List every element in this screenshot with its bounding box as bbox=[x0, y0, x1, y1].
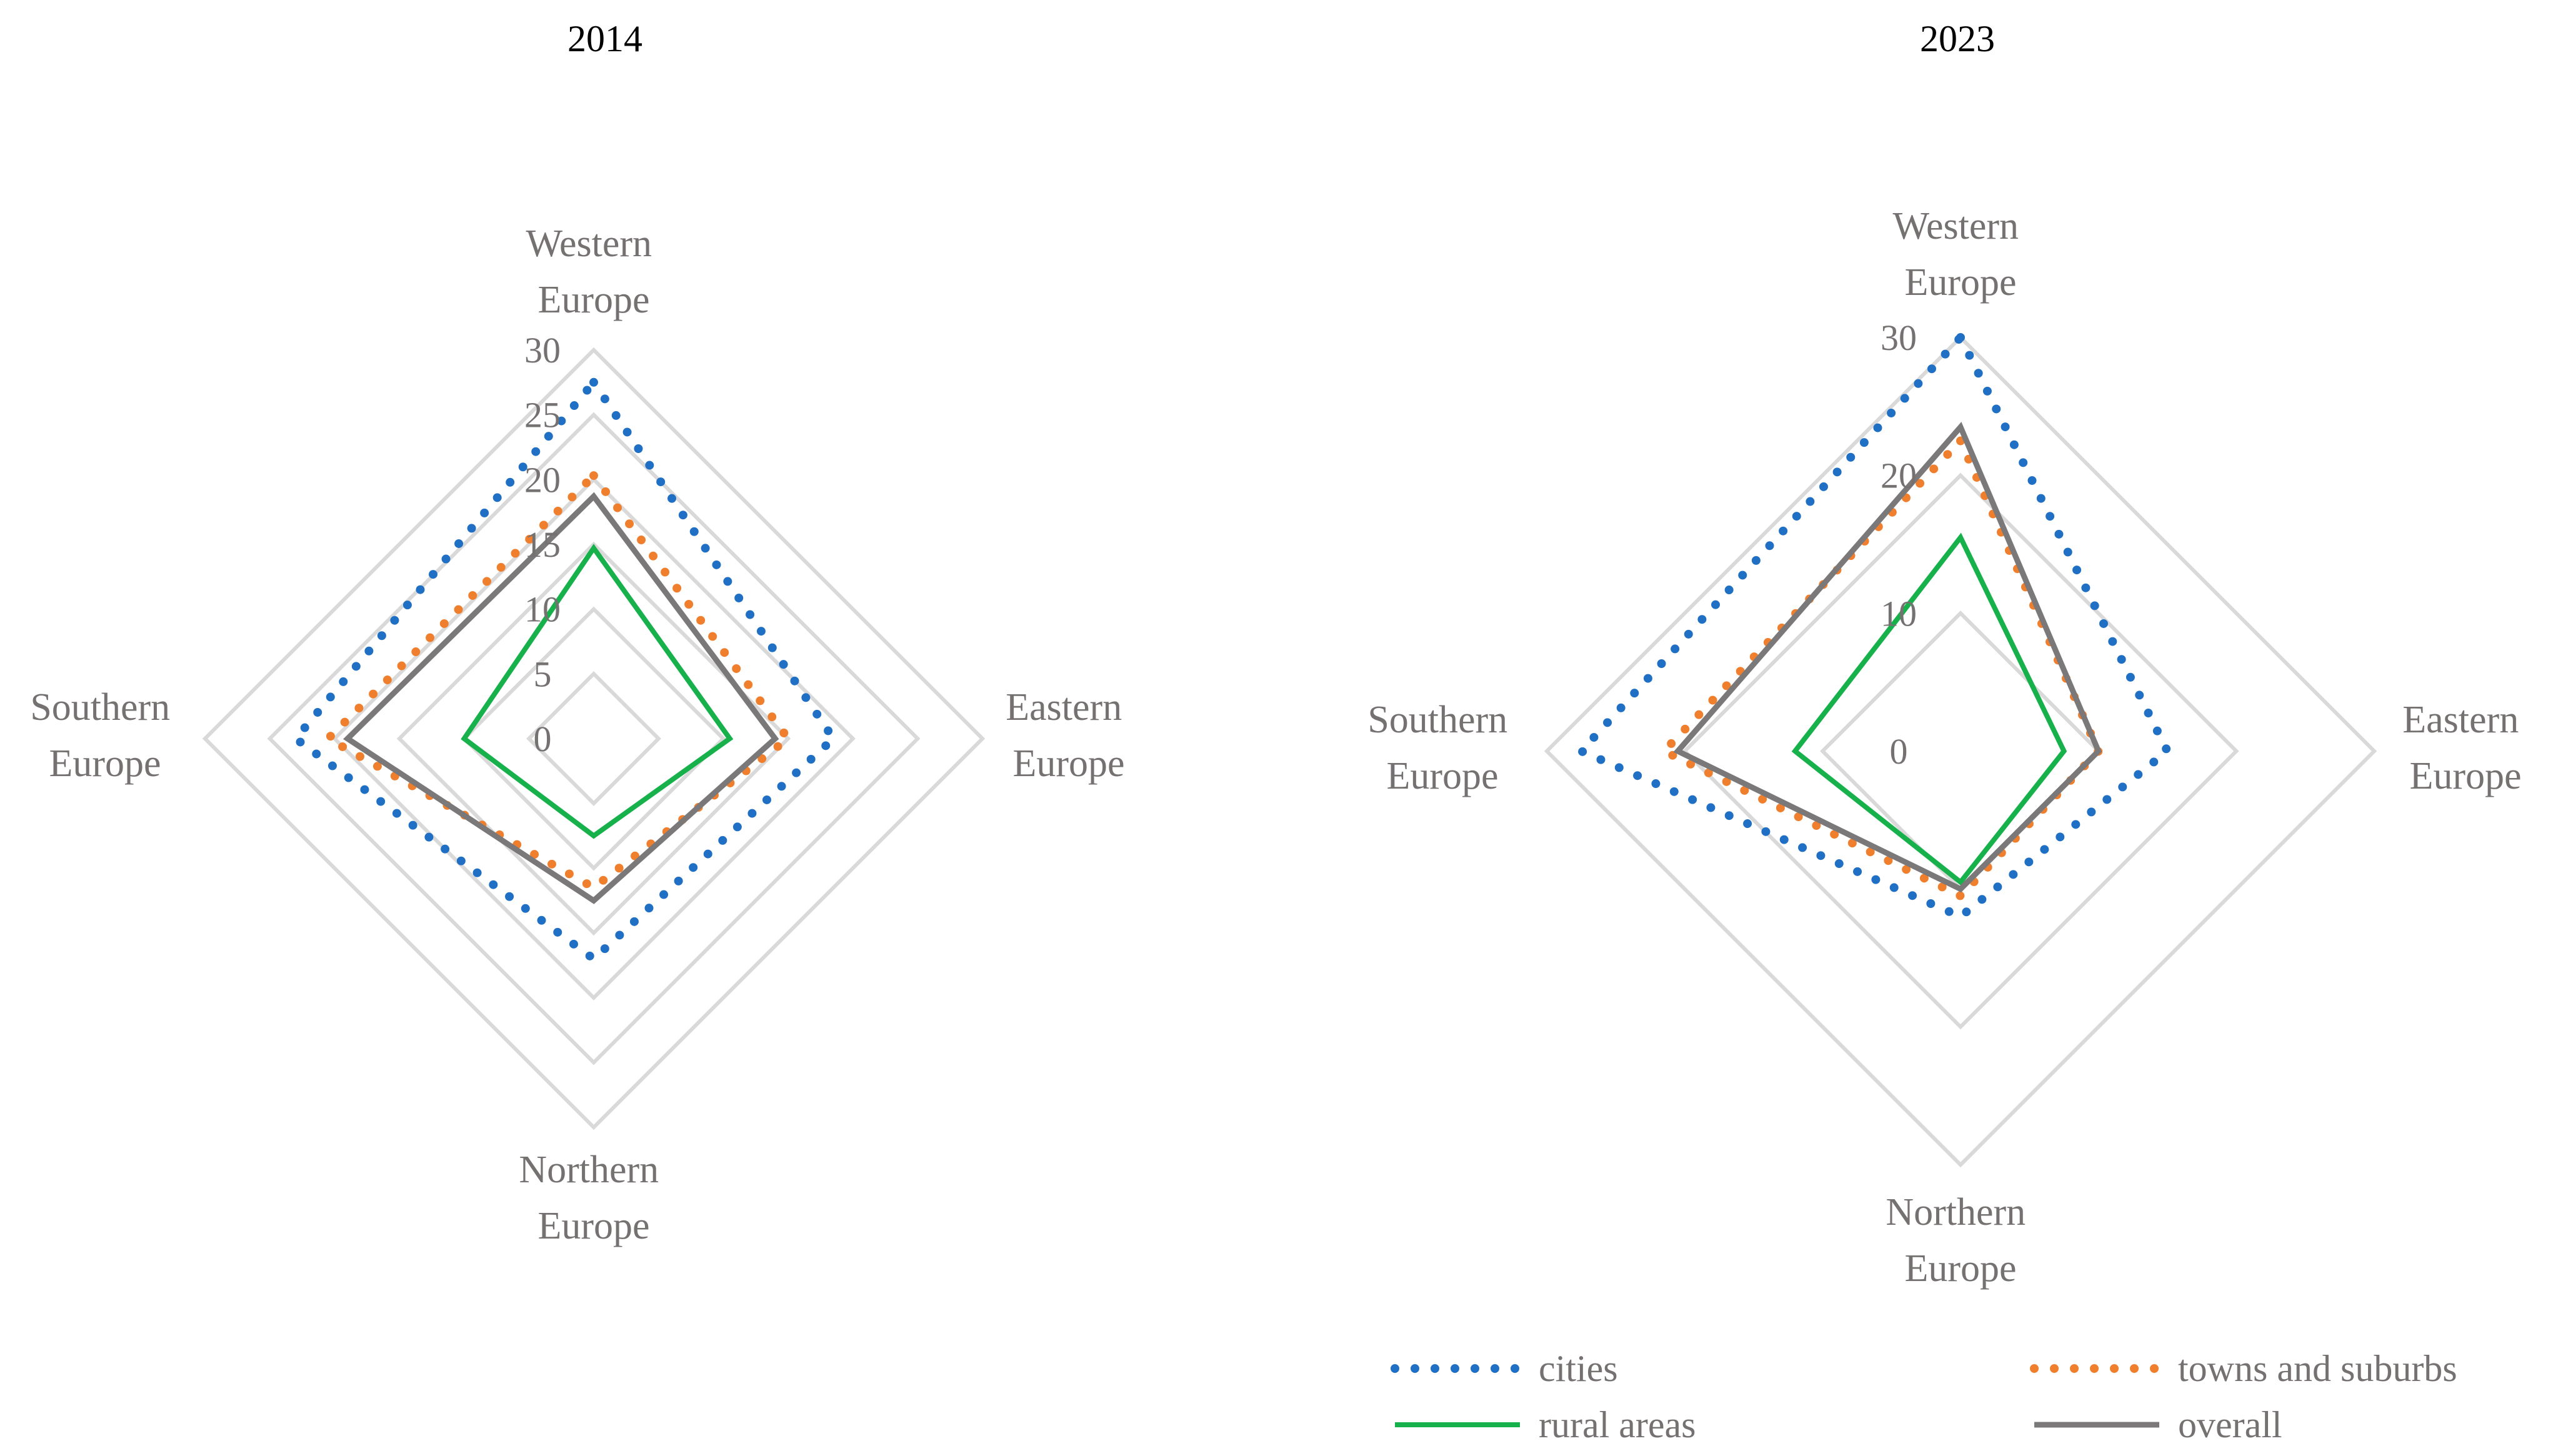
tick-label: 0 bbox=[1890, 731, 1908, 772]
legend-item-rural-areas: rural areas bbox=[1395, 1404, 1696, 1445]
axis-label-northern: Northern Europe bbox=[519, 1149, 668, 1247]
series-overall bbox=[342, 492, 779, 904]
series-layer bbox=[1574, 329, 2173, 922]
axis-label-line: Europe bbox=[2409, 755, 2521, 797]
axis-label-line: Europe bbox=[1904, 1247, 2016, 1290]
axis-label-line: Western bbox=[526, 222, 652, 265]
axis-label-eastern: Eastern Europe bbox=[1006, 686, 1131, 785]
axis-label-line: Europe bbox=[537, 279, 649, 321]
grid-ring bbox=[202, 347, 986, 1130]
chart-title: 2023 bbox=[1920, 18, 1995, 59]
axis-label-line: Europe bbox=[1012, 742, 1124, 785]
axis-label-northern: Northern Europe bbox=[1886, 1191, 2035, 1290]
axis-label-line: Southern bbox=[1367, 699, 1507, 741]
tick-label: 20 bbox=[524, 459, 561, 500]
series-rural-areas bbox=[461, 544, 734, 839]
axis-label-eastern: Eastern Europe bbox=[2402, 699, 2528, 797]
tick-label: 30 bbox=[524, 330, 561, 371]
legend-item-cities: cities bbox=[1391, 1348, 1618, 1389]
axis-label-line: Europe bbox=[1904, 261, 2016, 304]
axis-label-line: Southern bbox=[30, 686, 170, 729]
tick-label: 10 bbox=[524, 589, 561, 630]
tick-label: 30 bbox=[1881, 317, 1917, 358]
legend-item-overall: overall bbox=[2034, 1404, 2282, 1445]
legend-label-rural-areas: rural areas bbox=[1539, 1404, 1696, 1445]
axis-label-line: Europe bbox=[1386, 755, 1498, 797]
series-rural-areas bbox=[1791, 532, 2067, 886]
series-towns-and-suburbs bbox=[321, 469, 794, 893]
axis-label-line: Europe bbox=[537, 1205, 649, 1247]
grid-ring bbox=[1544, 334, 2377, 1168]
grid-ring bbox=[461, 606, 726, 871]
tick-labels: 0 5 10 15 20 25 30 bbox=[524, 330, 561, 759]
axis-label-line: Northern bbox=[1886, 1191, 2026, 1234]
grid-ring bbox=[332, 477, 856, 1000]
axis-label-southern: Southern Europe bbox=[1367, 699, 1517, 797]
legend: cities towns and suburbs rural areas ove… bbox=[1391, 1348, 2457, 1445]
axis-label-line: Europe bbox=[49, 742, 161, 785]
legend-label-overall: overall bbox=[2178, 1404, 2282, 1445]
tick-label: 15 bbox=[524, 524, 561, 565]
axis-labels: Western Europe Eastern Europe Northern E… bbox=[30, 222, 1131, 1247]
axis-label-western: Western Europe bbox=[526, 222, 661, 321]
axis-label-line: Eastern bbox=[1006, 686, 1122, 729]
axis-label-line: Eastern bbox=[2402, 699, 2519, 741]
axis-labels: Western Europe Eastern Europe Northern E… bbox=[1367, 205, 2528, 1290]
legend-item-towns-and-suburbs: towns and suburbs bbox=[2030, 1348, 2457, 1389]
tick-label: 25 bbox=[524, 395, 561, 436]
grid-ring bbox=[1682, 472, 2239, 1030]
legend-label-towns-and-suburbs: towns and suburbs bbox=[2178, 1348, 2457, 1389]
radar-chart-2023: 2023 0 10 20 30 Western Europe Eastern Euro… bbox=[1367, 18, 2528, 1290]
grid bbox=[202, 347, 986, 1130]
series-overall bbox=[1673, 422, 2102, 893]
tick-label: 10 bbox=[1881, 593, 1917, 634]
grid bbox=[1544, 334, 2377, 1168]
tick-label: 5 bbox=[534, 654, 552, 694]
series-layer bbox=[289, 375, 839, 965]
legend-label-cities: cities bbox=[1539, 1348, 1618, 1389]
axis-label-western: Western Europe bbox=[1892, 205, 2028, 304]
series-cities bbox=[289, 375, 839, 965]
axis-label-line: Western bbox=[1892, 205, 2019, 247]
axis-label-line: Northern bbox=[519, 1149, 659, 1191]
tick-label: 0 bbox=[534, 719, 552, 759]
chart-title: 2014 bbox=[567, 18, 642, 59]
grid-ring bbox=[267, 412, 921, 1065]
tick-labels: 0 10 20 30 bbox=[1881, 317, 1917, 772]
tick-label: 20 bbox=[1881, 456, 1917, 496]
axis-label-southern: Southern Europe bbox=[30, 686, 179, 785]
grid-ring bbox=[526, 671, 661, 806]
radar-chart-2014: 2014 0 5 10 15 20 25 30 Western Europe Eastern… bbox=[30, 18, 1131, 1247]
series-towns-and-suburbs bbox=[1656, 433, 2104, 902]
